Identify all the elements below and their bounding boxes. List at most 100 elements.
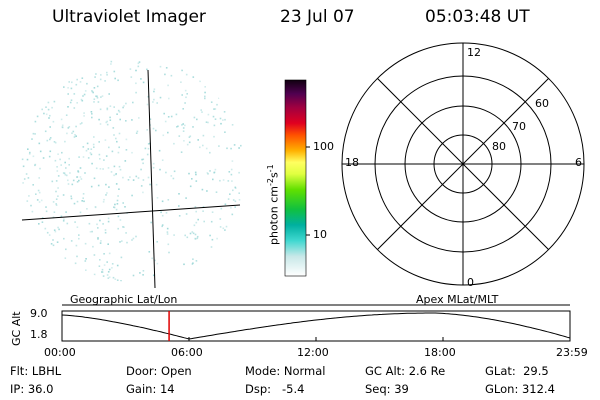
speckle-pixel: [80, 98, 83, 101]
speckle-pixel: [184, 89, 187, 92]
speckle-pixel: [73, 107, 76, 109]
speckle-pixel: [82, 95, 84, 97]
speckle-pixel: [224, 229, 226, 231]
speckle-pixel: [65, 167, 67, 169]
time-tick-0600: 06:00: [171, 346, 203, 359]
speckle-pixel: [125, 102, 127, 105]
speckle-pixel: [45, 106, 47, 108]
speckle-pixel: [192, 258, 194, 260]
speckle-pixel: [86, 208, 88, 210]
speckle-pixel: [195, 173, 197, 176]
speckle-pixel: [194, 206, 197, 208]
mlat-label-60: 60: [535, 97, 549, 110]
speckle-pixel: [163, 112, 165, 115]
speckle-pixel: [36, 199, 39, 201]
speckle-pixel: [231, 160, 234, 162]
speckle-pixel: [64, 174, 67, 176]
speckle-pixel: [49, 150, 52, 153]
speckle-pixel: [64, 161, 66, 164]
speckle-pixel: [238, 147, 240, 149]
speckle-pixel: [70, 240, 73, 242]
speckle-pixel: [83, 200, 85, 203]
speckle-pixel: [110, 63, 112, 65]
speckle-pixel: [178, 205, 180, 207]
speckle-pixel: [82, 197, 84, 199]
speckle-pixel: [92, 245, 94, 248]
speckle-pixel: [92, 143, 95, 146]
speckle-pixel: [191, 231, 194, 233]
speckle-pixel: [234, 200, 237, 203]
speckle-pixel: [192, 126, 194, 128]
speckle-pixel: [114, 77, 116, 80]
speckle-pixel: [103, 264, 106, 266]
filter-readout: Flt: LBHL: [10, 364, 62, 378]
speckle-pixel: [106, 261, 108, 263]
speckle-pixel: [135, 69, 137, 72]
speckle-pixel: [117, 109, 120, 112]
speckle-pixel: [149, 183, 151, 186]
speckle-pixel: [129, 68, 132, 70]
speckle-pixel: [170, 115, 173, 118]
speckle-pixel: [142, 162, 144, 165]
speckle-pixel: [153, 98, 155, 101]
speckle-pixel: [182, 108, 184, 110]
speckle-pixel: [85, 149, 88, 152]
speckle-pixel: [107, 271, 110, 273]
speckle-pixel: [131, 151, 133, 154]
speckle-pixel: [173, 142, 175, 145]
speckle-pixel: [91, 90, 94, 93]
speckle-pixel: [55, 203, 57, 205]
speckle-pixel: [195, 210, 197, 213]
observation-date: 23 Jul 07: [280, 7, 355, 27]
speckle-pixel: [132, 101, 134, 104]
speckle-pixel: [177, 125, 179, 128]
gain-readout: Gain: 14: [126, 382, 175, 396]
speckle-pixel: [99, 78, 102, 81]
speckle-pixel: [101, 271, 104, 273]
speckle-pixel: [89, 231, 92, 233]
speckle-pixel: [112, 276, 115, 279]
speckle-pixel: [91, 113, 93, 115]
speckle-pixel: [196, 261, 199, 264]
orbit-altitude-curve: [61, 312, 571, 340]
speckle-pixel: [99, 123, 102, 125]
speckle-pixel: [100, 240, 102, 242]
speckle-pixel: [231, 213, 234, 216]
speckle-pixel: [91, 230, 93, 233]
speckle-pixel: [125, 120, 127, 122]
speckle-pixel: [202, 134, 205, 137]
speckle-pixel: [62, 172, 65, 174]
speckle-pixel: [124, 206, 126, 208]
speckle-pixel: [96, 85, 99, 88]
speckle-pixel: [39, 167, 41, 170]
speckle-pixel: [139, 272, 141, 274]
speckle-pixel: [98, 141, 100, 143]
speckle-pixel: [153, 88, 156, 90]
speckle-pixel: [238, 171, 240, 174]
speckle-pixel: [76, 255, 78, 258]
speckle-pixel: [115, 173, 117, 175]
speckle-pixel: [213, 135, 215, 138]
speckle-pixel: [109, 105, 112, 107]
speckle-pixel: [204, 95, 206, 98]
speckle-pixel: [211, 211, 214, 213]
speckle-pixel: [95, 73, 97, 75]
speckle-pixel: [204, 91, 206, 94]
speckle-pixel: [142, 274, 144, 276]
speckle-pixel: [135, 235, 137, 238]
speckle-pixel: [91, 116, 93, 119]
speckle-pixel: [204, 86, 206, 88]
speckle-pixel: [220, 207, 223, 210]
speckle-pixel: [216, 103, 218, 106]
speckle-pixel: [116, 140, 118, 143]
speckle-pixel: [227, 198, 230, 200]
speckle-pixel: [93, 146, 95, 148]
speckle-pixel: [38, 142, 41, 145]
speckle-pixel: [111, 150, 114, 153]
speckle-pixel: [46, 139, 49, 142]
speckle-pixel: [178, 215, 181, 217]
speckle-pixel: [131, 119, 133, 121]
speckle-pixel: [49, 138, 51, 141]
speckle-pixel: [91, 162, 93, 165]
speckle-pixel: [106, 107, 109, 110]
